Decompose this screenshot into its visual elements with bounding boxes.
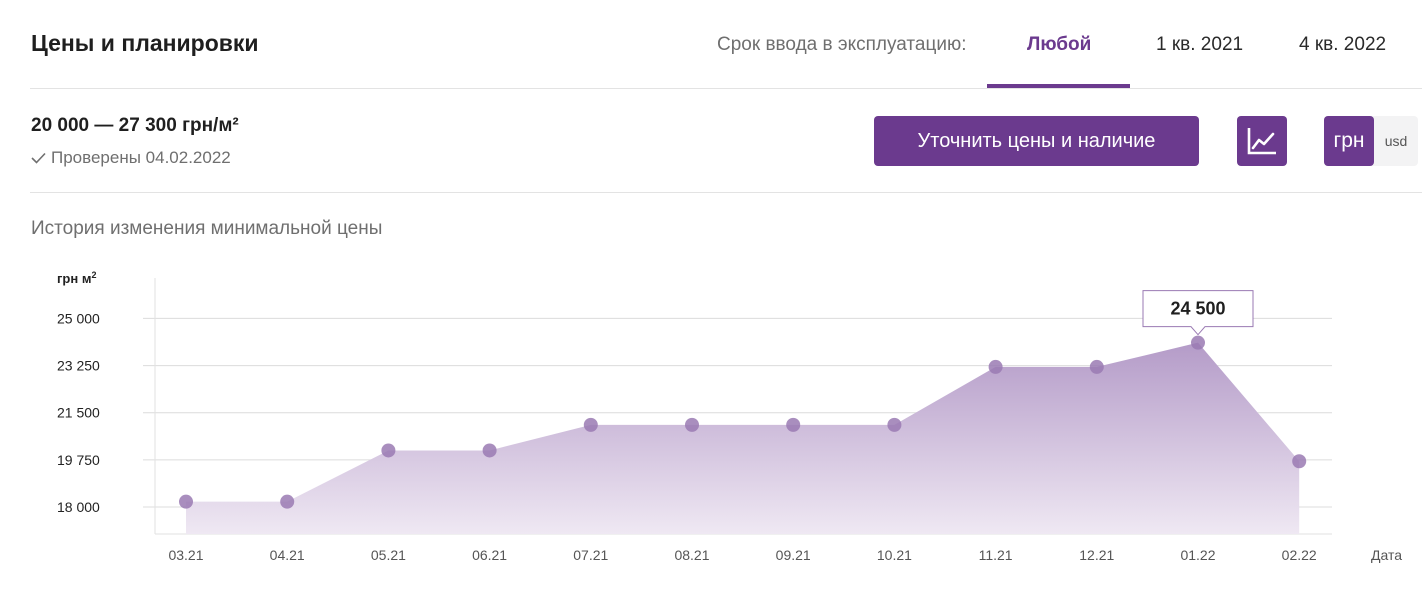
currency-usd-button[interactable]: usd [1384, 133, 1408, 149]
verified-date-text: Проверены 04.02.2022 [51, 148, 231, 167]
x-tick-label: 10.21 [877, 547, 912, 563]
tooltip-value: 24 500 [1170, 299, 1225, 319]
tab-any[interactable]: Любой [1027, 34, 1092, 55]
data-point [786, 417, 801, 432]
x-tick-label: 03.21 [168, 547, 203, 563]
header-divider [30, 88, 1422, 89]
x-tick-label: 09.21 [776, 547, 811, 563]
chart-toggle-button[interactable] [1237, 116, 1287, 166]
data-point [179, 494, 193, 509]
data-point [1292, 454, 1307, 469]
tab-q4-2022[interactable]: 4 кв. 2022 [1299, 34, 1387, 55]
data-point [482, 443, 497, 458]
tab-q1-2021[interactable]: 1 кв. 2021 [1156, 34, 1244, 55]
x-tick-label: 02.22 [1282, 547, 1317, 563]
price-range: 20 000 — 27 300 грн/м² [31, 115, 239, 136]
x-tick-label: 04.21 [270, 547, 305, 563]
chart-line-icon [1247, 128, 1276, 155]
y-axis-unit: грн м2 [57, 270, 96, 286]
price-history-title: История изменения минимальной цены [31, 218, 383, 239]
page-title: Цены и планировки [31, 30, 259, 56]
x-axis-label: Дата [1371, 547, 1402, 563]
x-tick-label: 01.22 [1180, 547, 1215, 563]
section-divider [30, 192, 1422, 193]
y-tick-label: 25 000 [57, 310, 100, 326]
price-history-chart: грн м2 25 000 23 250 21 500 19 750 18 000 03… [57, 270, 1402, 563]
data-point [280, 494, 295, 509]
clarify-prices-button[interactable]: Уточнить цены и наличие [874, 116, 1199, 166]
verified-date: Проверены 04.02.2022 [31, 148, 231, 168]
x-tick-label: 11.21 [979, 547, 1013, 563]
data-point [1089, 359, 1104, 374]
checkmark-icon [31, 152, 46, 164]
currency-uah-button[interactable]: грн [1324, 116, 1374, 166]
term-filter-label: Срок ввода в эксплуатацию: [717, 34, 967, 55]
data-point [381, 443, 396, 458]
currency-switch: грн usd [1324, 116, 1418, 166]
price-tooltip [1142, 290, 1254, 336]
data-point [988, 359, 1003, 374]
data-point [1191, 335, 1205, 350]
data-point [887, 417, 902, 432]
data-point [685, 417, 699, 432]
y-tick-label: 19 750 [57, 452, 100, 468]
x-tick-label: 05.21 [371, 547, 406, 563]
x-tick-label: 08.21 [674, 547, 709, 563]
x-tick-label: 12.21 [1079, 547, 1114, 563]
active-tab-indicator [987, 84, 1130, 88]
x-tick-label: 07.21 [573, 547, 608, 563]
y-axis-unit-sup: 2 [91, 270, 96, 280]
y-tick-label: 18 000 [57, 499, 100, 515]
y-axis-unit-main: грн м [57, 271, 91, 286]
y-tick-label: 21 500 [57, 405, 100, 421]
x-tick-label: 06.21 [472, 547, 507, 563]
y-tick-label: 23 250 [57, 358, 100, 374]
data-point [583, 417, 598, 432]
price-area [186, 342, 1300, 534]
